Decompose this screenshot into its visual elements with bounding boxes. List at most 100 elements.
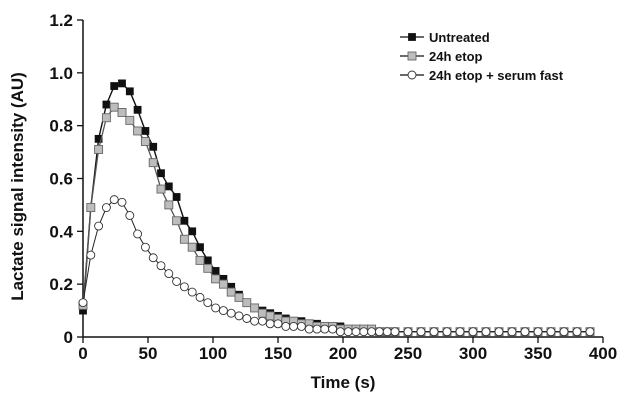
x-tick-label: 350	[524, 344, 552, 363]
series-line	[82, 82, 590, 333]
x-tick-label: 250	[394, 344, 422, 363]
data-point	[429, 327, 439, 337]
data-point	[94, 134, 103, 143]
data-point	[403, 327, 413, 337]
data-point	[125, 115, 135, 125]
data-point	[242, 314, 252, 323]
data-point	[78, 298, 88, 308]
data-point	[442, 327, 452, 337]
data-point	[157, 169, 165, 178]
data-point	[533, 327, 543, 337]
y-tick-label: 0.2	[49, 275, 73, 294]
legend-label: 24h etop + serum fast	[429, 68, 564, 83]
data-point	[94, 221, 104, 231]
data-point	[156, 261, 166, 271]
data-point	[141, 127, 150, 135]
x-tick-label: 150	[264, 344, 292, 363]
data-point	[110, 82, 119, 90]
data-point	[265, 311, 275, 321]
x-tick-label: 200	[329, 344, 357, 363]
series-layer	[78, 79, 595, 337]
data-point	[117, 108, 127, 117]
data-point	[320, 324, 330, 334]
y-tick-label: 1.0	[49, 64, 73, 83]
data-point	[188, 227, 197, 236]
data-point	[211, 303, 221, 313]
data-point	[140, 137, 150, 146]
data-point	[117, 197, 127, 207]
data-point	[133, 126, 143, 136]
data-point	[257, 316, 267, 326]
data-point	[559, 327, 569, 337]
data-point	[481, 327, 491, 337]
data-point	[149, 142, 158, 151]
data-point	[273, 319, 283, 329]
data-point	[455, 327, 465, 337]
data-point	[203, 256, 212, 265]
data-point	[187, 242, 197, 252]
data-point	[296, 321, 306, 331]
y-axis-label: Lactate signal intensity (AU)	[8, 72, 27, 301]
data-point	[335, 327, 345, 337]
x-tick-label: 400	[589, 344, 617, 363]
data-point	[585, 327, 595, 337]
data-point	[195, 292, 205, 302]
y-tick-label: 0.6	[49, 170, 73, 189]
data-point	[164, 269, 174, 279]
data-point	[118, 79, 126, 88]
data-point	[109, 195, 119, 205]
data-point	[164, 182, 173, 191]
legend-label: Untreated	[429, 30, 490, 45]
data-point	[125, 211, 135, 220]
data-point	[109, 102, 119, 112]
data-point	[234, 292, 244, 302]
data-point	[468, 327, 478, 337]
data-point	[172, 277, 182, 286]
data-point	[140, 242, 150, 252]
data-point	[351, 327, 361, 337]
data-point	[328, 324, 338, 334]
data-point	[133, 105, 142, 114]
axes: 0 50 100 150 200 250 300 350 400 0 0.2 0.4 0.6 0.8 1.0…	[49, 11, 617, 363]
legend-item: 24h etop + serum fast	[400, 68, 564, 83]
series-2	[78, 102, 595, 337]
legend-label: 24h etop	[429, 49, 483, 64]
data-point	[416, 327, 426, 337]
data-point	[343, 327, 353, 337]
data-point	[195, 255, 205, 265]
data-point	[546, 327, 556, 337]
data-point	[179, 234, 189, 244]
data-point	[101, 113, 111, 123]
data-point	[382, 327, 392, 337]
legend-item: Untreated	[400, 30, 490, 45]
data-point	[218, 306, 228, 316]
data-point	[250, 303, 260, 313]
legend-marker	[407, 70, 417, 80]
data-point	[172, 216, 182, 226]
data-point	[289, 321, 299, 331]
data-point	[390, 327, 400, 337]
data-point	[226, 287, 236, 297]
y-tick-label: 0.8	[49, 117, 73, 136]
data-point	[172, 193, 181, 201]
data-point	[367, 327, 377, 337]
data-point	[102, 100, 111, 109]
series-1	[79, 79, 594, 336]
data-point	[156, 184, 166, 194]
data-point	[148, 253, 158, 263]
data-point	[94, 144, 104, 154]
data-point	[203, 298, 213, 308]
data-point	[520, 327, 530, 337]
legend-marker	[408, 33, 416, 41]
x-tick-label: 0	[78, 344, 87, 363]
y-tick-label: 0	[64, 328, 73, 347]
y-tick-label: 1.2	[49, 11, 73, 30]
data-point	[572, 327, 582, 337]
x-tick-label: 300	[459, 344, 487, 363]
x-axis-label: Time (s)	[311, 373, 376, 392]
data-point	[133, 229, 143, 239]
data-point	[218, 279, 228, 289]
data-point	[180, 216, 189, 225]
data-point	[374, 327, 384, 337]
